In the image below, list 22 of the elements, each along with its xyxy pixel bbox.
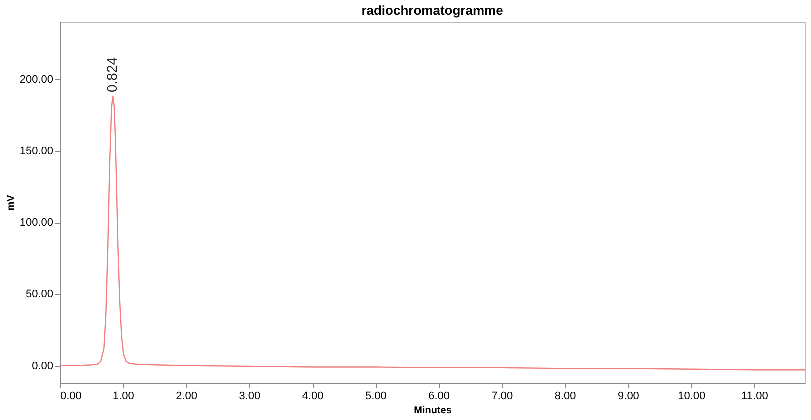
x-tick-label: 1.00 [112,390,134,402]
x-tick-label: 4.00 [302,390,324,402]
x-tick-label: 2.00 [176,390,198,402]
y-tick-label: 200.00 [20,74,54,86]
x-tick-label: 8.00 [554,390,576,402]
x-tick-label: 7.00 [492,390,514,402]
annotation: 0.824 [104,57,120,92]
x-tick-label: 10.00 [678,390,706,402]
chart-title: radiochromatogramme [362,3,504,18]
y-tick-label: 100.00 [20,217,54,230]
x-tick-label: 3.00 [239,390,261,402]
y-tick-label: 0.00 [32,360,54,372]
x-tick-label: 0.00 [60,390,82,402]
x-tick-label: 6.00 [428,390,450,402]
y-tick-label: 150.00 [20,145,54,158]
x-tick-label: 11.00 [742,390,768,402]
line-series [59,96,806,371]
y-axis-title: mV [6,194,17,211]
x-axis-title: Minutes [414,406,452,416]
x-tick-label: 9.00 [618,390,640,402]
x-tick-label: 5.00 [365,390,387,402]
y-tick-label: 50.00 [26,288,54,301]
